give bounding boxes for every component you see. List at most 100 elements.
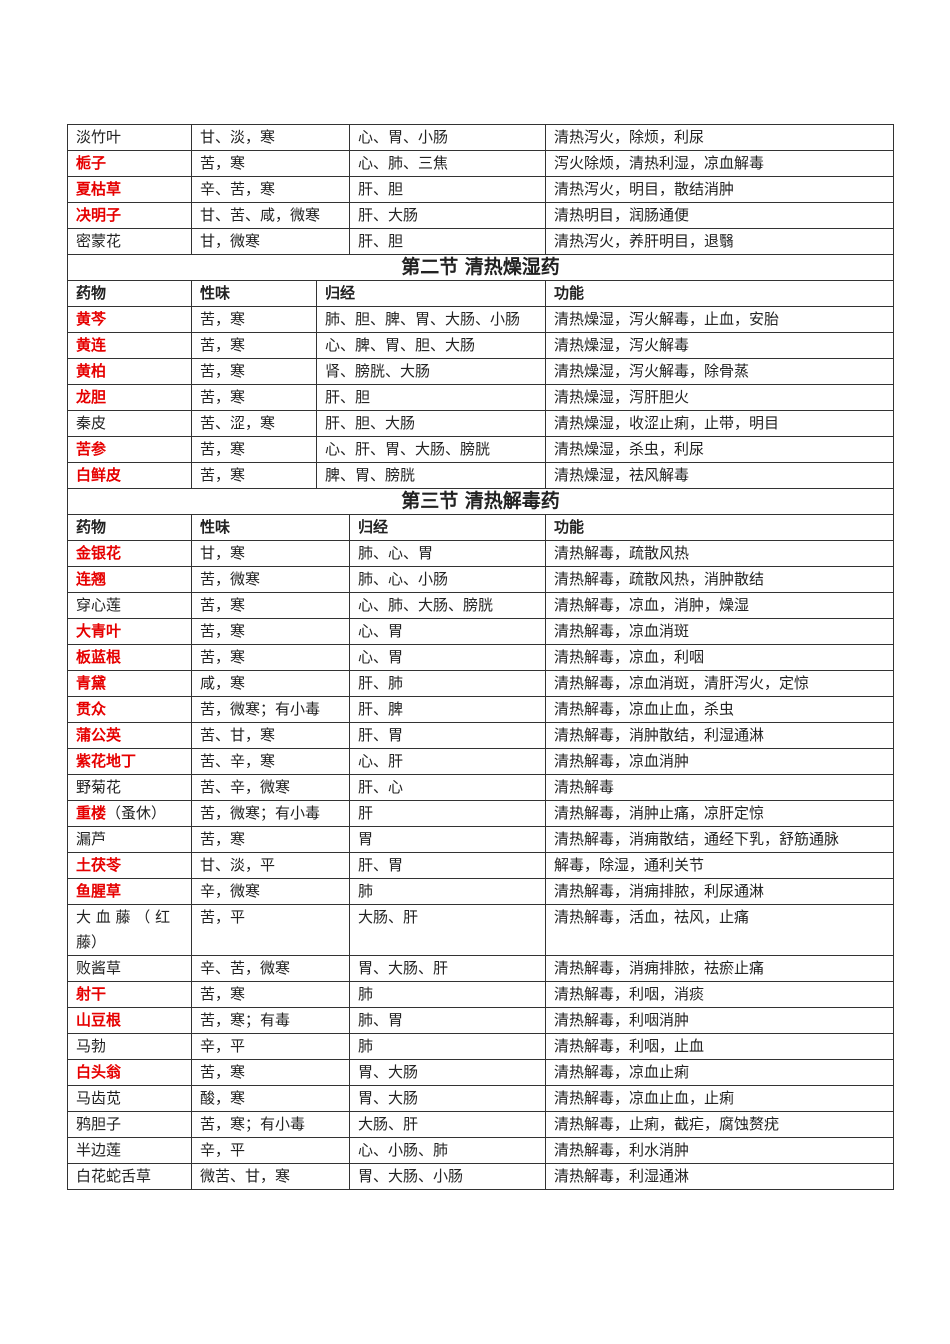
taste-cell: 苦，寒 [191, 462, 317, 489]
herb-name: 漏芦 [76, 830, 107, 848]
table-row: 苦参 苦，寒 心、肝、胃、大肠、膀胱 清热燥湿，杀虫，利尿 [67, 436, 894, 463]
table-row: 野菊花 苦、辛，微寒 肝、心 清热解毒 [67, 774, 894, 801]
meridian-cell: 肺、心、胃 [349, 540, 546, 567]
column-header: 归经 [316, 280, 546, 307]
section-title-row: 第二节 清热燥湿药 [67, 255, 894, 281]
function-cell: 清热解毒，利湿通淋 [545, 1163, 894, 1190]
herb-name: 鱼腥草 [76, 882, 122, 900]
herb-name-cell: 白鲜皮 [67, 462, 192, 489]
function-cell: 清热解毒，利咽消肿 [545, 1007, 894, 1034]
herb-name-cell: 鸦胆子 [67, 1111, 192, 1138]
function-cell: 清热明目，润肠通便 [545, 202, 894, 229]
taste-cell: 苦，寒 [191, 826, 350, 853]
herb-alias: （蚤休） [106, 804, 167, 822]
herb-name-cell: 连翘 [67, 566, 192, 593]
meridian-cell: 心、肺、大肠、膀胱 [349, 592, 546, 619]
meridian-cell: 肝、胆 [349, 228, 546, 255]
meridian-cell: 胃、大肠、小肠 [349, 1163, 546, 1190]
table-row: 青黛 咸，寒 肝、肺 清热解毒，凉血消斑，清肝泻火，定惊 [67, 670, 894, 697]
herb-name: 淡竹叶 [76, 128, 122, 146]
herb-name-cell: 漏芦 [67, 826, 192, 853]
table-row: 贯众 苦，微寒；有小毒 肝、脾 清热解毒，凉血止血，杀虫 [67, 696, 894, 723]
herb-name: 野菊花 [76, 778, 122, 796]
header-row: 药物 性味 归经 功能 [67, 514, 894, 541]
function-cell: 清热解毒，利水消肿 [545, 1137, 894, 1164]
meridian-cell: 胃、大肠 [349, 1085, 546, 1112]
table-row: 白鲜皮 苦，寒 脾、胃、膀胱 清热燥湿，祛风解毒 [67, 462, 894, 489]
herb-name-cell: 青黛 [67, 670, 192, 697]
section-table: 第二节 清热燥湿药 药物 性味 归经 功能 黄芩 苦，寒 肺、胆、脾、胃、大肠、小肠 清热燥湿，… [67, 255, 894, 489]
herb-name: 紫花地丁 [76, 752, 137, 770]
herb-name: 贯众 [76, 700, 107, 718]
function-cell: 清热解毒，凉血止痢 [545, 1059, 894, 1086]
herb-name: 大青叶 [76, 622, 122, 640]
function-cell: 清热解毒，疏散风热 [545, 540, 894, 567]
section-table: 淡竹叶 甘、淡，寒 心、胃、小肠 清热泻火，除烦，利尿 栀子 苦，寒 心、肺、三焦 泻火除烦，… [67, 124, 894, 255]
meridian-cell: 肝、胃 [349, 722, 546, 749]
table-row: 黄芩 苦，寒 肺、胆、脾、胃、大肠、小肠 清热燥湿，泻火解毒，止血，安胎 [67, 306, 894, 333]
taste-cell: 苦，寒 [191, 358, 317, 385]
taste-cell: 甘，微寒 [191, 228, 350, 255]
taste-cell: 苦，微寒 [191, 566, 350, 593]
function-cell: 清热燥湿，收涩止痢，止带，明目 [545, 410, 894, 437]
column-header: 性味 [191, 514, 350, 541]
function-cell: 清热解毒，疏散风热，消肿散结 [545, 566, 894, 593]
function-cell: 清热解毒，消痈排脓，祛瘀止痛 [545, 955, 894, 982]
function-cell: 清热解毒，利咽，消痰 [545, 981, 894, 1008]
herb-name-cell: 山豆根 [67, 1007, 192, 1034]
taste-cell: 咸，寒 [191, 670, 350, 697]
meridian-cell: 肝、肺 [349, 670, 546, 697]
meridian-cell: 心、胃、小肠 [349, 124, 546, 151]
taste-cell: 苦，寒 [191, 1059, 350, 1086]
function-cell: 清热燥湿，祛风解毒 [545, 462, 894, 489]
function-cell: 清热解毒，凉血，消肿，燥湿 [545, 592, 894, 619]
herb-name: 龙胆 [76, 388, 107, 406]
meridian-cell: 大肠、肝 [349, 1111, 546, 1138]
herb-name: 重楼 [76, 804, 107, 822]
table-row: 金银花 甘，寒 肺、心、胃 清热解毒，疏散风热 [67, 540, 894, 567]
herb-name: 大 血 藤 （ 红 藤） [76, 908, 171, 951]
taste-cell: 苦，寒 [191, 384, 317, 411]
meridian-cell: 肝、心 [349, 774, 546, 801]
function-cell: 清热解毒，消肿止痛，凉肝定惊 [545, 800, 894, 827]
herb-name-cell: 秦皮 [67, 410, 192, 437]
taste-cell: 苦，微寒；有小毒 [191, 696, 350, 723]
taste-cell: 苦，寒 [191, 618, 350, 645]
function-cell: 清热燥湿，泻肝胆火 [545, 384, 894, 411]
function-cell: 清热解毒，活血，祛风，止痛 [545, 904, 894, 956]
taste-cell: 苦，寒 [191, 981, 350, 1008]
table-row: 板蓝根 苦，寒 心、胃 清热解毒，凉血，利咽 [67, 644, 894, 671]
function-cell: 清热解毒，凉血止血，止痢 [545, 1085, 894, 1112]
herb-name-cell: 射干 [67, 981, 192, 1008]
section-title-row: 第三节 清热解毒药 [67, 489, 894, 515]
table-row: 大青叶 苦，寒 心、胃 清热解毒，凉血消斑 [67, 618, 894, 645]
taste-cell: 甘、苦、咸，微寒 [191, 202, 350, 229]
herb-name-cell: 贯众 [67, 696, 192, 723]
table-row: 败酱草 辛、苦，微寒 胃、大肠、肝 清热解毒，消痈排脓，祛瘀止痛 [67, 955, 894, 982]
table-row: 射干 苦，寒肺清热解毒，利咽，消痰 [67, 981, 894, 1008]
meridian-cell: 肺 [349, 878, 546, 905]
herb-name-cell: 黄连 [67, 332, 192, 359]
herb-name-cell: 败酱草 [67, 955, 192, 982]
section-title: 第三节 清热解毒药 [67, 489, 894, 515]
function-cell: 清热燥湿，泻火解毒，止血，安胎 [545, 306, 894, 333]
taste-cell: 苦，寒；有毒 [191, 1007, 350, 1034]
header-row: 药物 性味 归经 功能 [67, 280, 894, 307]
herb-name-cell: 淡竹叶 [67, 124, 192, 151]
function-cell: 清热解毒，消痈散结，通经下乳，舒筋通脉 [545, 826, 894, 853]
function-cell: 清热泻火，除烦，利尿 [545, 124, 894, 151]
meridian-cell: 心、胃 [349, 618, 546, 645]
table-row: 决明子 甘、苦、咸，微寒 肝、大肠 清热明目，润肠通便 [67, 202, 894, 229]
taste-cell: 辛，平 [191, 1033, 350, 1060]
meridian-cell: 肾、膀胱、大肠 [316, 358, 546, 385]
meridian-cell: 胃 [349, 826, 546, 853]
herb-name-cell: 鱼腥草 [67, 878, 192, 905]
section-table: 第三节 清热解毒药 药物 性味 归经 功能 金银花 甘，寒 肺、心、胃 清热解毒，疏散风热 连翘苦… [67, 489, 894, 1190]
table-row: 白花蛇舌草 微苦、甘，寒 胃、大肠、小肠 清热解毒，利湿通淋 [67, 1163, 894, 1190]
table-row: 夏枯草 辛、苦，寒 肝、胆 清热泻火，明目，散结消肿 [67, 176, 894, 203]
function-cell: 清热解毒，消痈排脓，利尿通淋 [545, 878, 894, 905]
herb-name: 决明子 [76, 206, 122, 224]
herb-name-cell: 半边莲 [67, 1137, 192, 1164]
table-row: 白头翁 苦，寒 胃、大肠 清热解毒，凉血止痢 [67, 1059, 894, 1086]
taste-cell: 甘，寒 [191, 540, 350, 567]
